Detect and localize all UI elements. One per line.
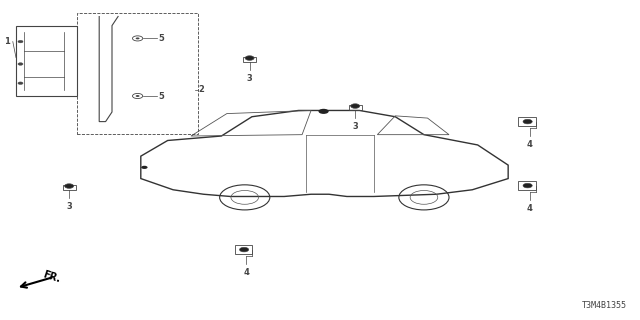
Bar	[16, 26, 77, 96]
Text: 4: 4	[243, 268, 250, 277]
Text: T3M4B1355: T3M4B1355	[582, 301, 627, 310]
Text: FR.: FR.	[42, 269, 62, 284]
Circle shape	[523, 119, 532, 124]
Text: 3: 3	[247, 74, 252, 83]
Text: 5: 5	[159, 34, 164, 43]
Circle shape	[239, 247, 249, 252]
Circle shape	[136, 95, 140, 97]
Text: 5: 5	[159, 92, 164, 100]
Circle shape	[18, 82, 23, 84]
Circle shape	[18, 63, 23, 65]
Bar	[518, 117, 536, 126]
Text: 2: 2	[198, 85, 204, 94]
Text: 4: 4	[527, 140, 533, 149]
Circle shape	[245, 56, 254, 60]
Circle shape	[136, 37, 140, 39]
Circle shape	[351, 104, 360, 108]
Bar	[235, 245, 252, 254]
Bar	[349, 105, 362, 110]
Circle shape	[65, 184, 74, 188]
Text: 1: 1	[4, 37, 10, 46]
Text: 3: 3	[353, 122, 358, 131]
Bar	[518, 181, 536, 190]
Text: 3: 3	[67, 202, 72, 211]
Bar	[63, 185, 76, 190]
Circle shape	[18, 40, 23, 43]
Circle shape	[523, 183, 532, 188]
Circle shape	[319, 109, 329, 114]
Circle shape	[141, 166, 148, 169]
Bar	[243, 57, 256, 62]
Text: 4: 4	[527, 204, 533, 213]
Bar	[77, 13, 198, 134]
